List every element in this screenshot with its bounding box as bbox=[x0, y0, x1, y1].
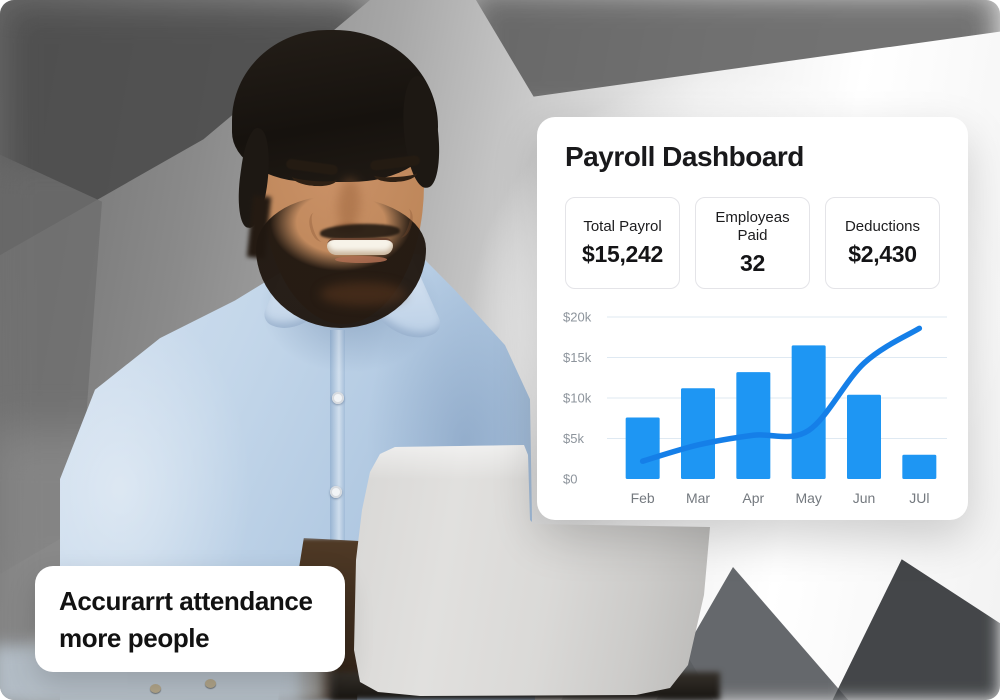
chin-shadow bbox=[320, 282, 406, 306]
payroll-chart: $0 $5k $10k $15k $20k Feb Mar Apr May Jun JUl bbox=[551, 303, 955, 517]
caption-line-2: more people bbox=[59, 623, 210, 653]
svg-text:JUl: JUl bbox=[909, 490, 929, 506]
stat-card-employees-paid: Employeas Paid 32 bbox=[695, 197, 810, 289]
svg-text:Feb: Feb bbox=[631, 490, 655, 506]
stat-label: Total Payrol bbox=[583, 218, 662, 235]
person-lower-lip bbox=[335, 256, 387, 263]
fabric-button bbox=[205, 679, 216, 688]
payroll-dashboard-card: Payroll Dashboard Total Payrol $15,242 E… bbox=[537, 117, 968, 520]
stats-row: Total Payrol $15,242 Employeas Paid 32 D… bbox=[565, 197, 940, 289]
stat-value: 32 bbox=[740, 250, 765, 276]
stat-card-total-payroll: Total Payrol $15,242 bbox=[565, 197, 680, 289]
stat-card-deductions: Deductions $2,430 bbox=[825, 197, 940, 289]
svg-text:Jun: Jun bbox=[853, 490, 876, 506]
stat-label: Employeas Paid bbox=[715, 209, 790, 244]
person-head bbox=[228, 28, 444, 348]
shirt-button bbox=[330, 486, 342, 498]
svg-text:May: May bbox=[795, 490, 821, 506]
stat-label: Deductions bbox=[844, 218, 921, 235]
caption-line-1: Accurarrt attendance bbox=[59, 586, 313, 616]
dashboard-title: Payroll Dashboard bbox=[565, 141, 804, 172]
svg-text:$20k: $20k bbox=[563, 310, 592, 325]
svg-text:$15k: $15k bbox=[563, 350, 592, 365]
caption-card: Accurarrt attendance more people bbox=[35, 566, 345, 672]
person-smile-teeth bbox=[327, 238, 393, 255]
person-beard bbox=[256, 196, 426, 328]
svg-text:Apr: Apr bbox=[742, 490, 764, 506]
fabric-button bbox=[150, 684, 161, 693]
svg-text:Mar: Mar bbox=[686, 490, 710, 506]
stat-value: $15,242 bbox=[581, 241, 664, 267]
payroll-chart-svg: $0 $5k $10k $15k $20k Feb Mar Apr May Jun JUl bbox=[563, 310, 947, 506]
svg-text:$5k: $5k bbox=[563, 431, 584, 446]
shirt-button bbox=[332, 392, 344, 404]
stat-value: $2,430 bbox=[848, 241, 917, 267]
svg-text:$0: $0 bbox=[563, 472, 577, 487]
svg-text:$10k: $10k bbox=[563, 391, 592, 406]
